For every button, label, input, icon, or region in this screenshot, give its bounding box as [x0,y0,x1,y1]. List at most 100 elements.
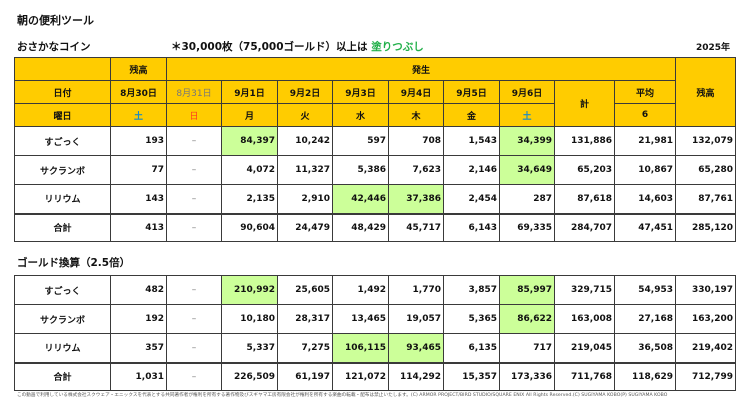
cell-balance: 219,402 [675,333,736,363]
cell-aug31: – [166,304,222,334]
cell-day: 69,335 [499,212,555,242]
header-date-label: 日付 [14,80,111,104]
table-row: リリウム 143 – 2,135 2,910 42,446 37,386 2,4… [14,184,736,214]
row-label: サクランボ [14,304,111,334]
header-row-weekdays: 曜日 土 日 月 火 水 木 金 土 6 [14,103,736,127]
header-total: 計 [554,80,615,127]
header-final-balance: 残高 [675,57,736,127]
cell-day: 45,717 [388,212,444,242]
weekday: 火 [277,103,333,127]
cell-day: 6,143 [443,212,500,242]
cell-day: 4,072 [221,155,278,185]
header-date: 8月30日 [110,80,167,104]
weekday-saturday: 土 [110,103,167,127]
cell-day: 24,479 [277,212,333,242]
weekday-sunday: 日 [166,103,222,127]
row-label: すごっく [14,126,111,156]
cell-day: 93,465 [388,333,444,363]
row-label: 合計 [14,361,111,391]
cell-day: 84,397 [221,126,278,156]
header-date: 9月5日 [443,80,500,104]
cell-day: 34,399 [499,126,555,156]
cell-day: 597 [332,126,389,156]
cell-total: 284,707 [554,212,615,242]
year-label: 2025年 [695,43,730,53]
cell-day: 13,465 [332,304,389,334]
cell-aug31: – [166,275,222,305]
header-date: 9月4日 [388,80,444,104]
start-balance: 1,031 [110,361,167,391]
row-label: 合計 [14,212,111,242]
cell-day: 48,429 [332,212,389,242]
cell-total: 711,768 [554,361,615,391]
cell-aug31: – [166,333,222,363]
average-days: 6 [614,103,676,127]
header-row-dates: 日付 8月30日 8月31日 9月1日 9月2日 9月3日 9月4日 9月5日 … [14,80,736,127]
header-date: 9月6日 [499,80,555,104]
cell-average: 21,981 [614,126,676,156]
header-date: 9月1日 [221,80,278,104]
cell-day: 10,242 [277,126,333,156]
header-date: 9月2日 [277,80,333,104]
header-row-1: 残高 発生 残高 [14,57,736,127]
cell-balance: 132,079 [675,126,736,156]
cell-day: 1,770 [388,275,444,305]
cell-day: 5,365 [443,304,500,334]
cell-day: 3,857 [443,275,500,305]
cell-total: 65,203 [554,155,615,185]
cell-average: 118,629 [614,361,676,391]
page-title: 朝の便利ツール [17,14,94,27]
start-balance: 143 [110,184,167,214]
cell-day: 121,072 [332,361,389,391]
cell-day: 34,649 [499,155,555,185]
table-row: サクランボ 192 – 10,180 28,317 13,465 19,057 … [14,304,736,334]
weekday: 水 [332,103,389,127]
cell-day: 7,623 [388,155,444,185]
cell-day: 19,057 [388,304,444,334]
cell-day: 90,604 [221,212,278,242]
cell-day: 2,910 [277,184,333,214]
cell-total: 219,045 [554,333,615,363]
cell-day: 2,454 [443,184,500,214]
header-start-balance: 残高 [110,57,167,81]
cell-total: 87,618 [554,184,615,214]
cell-average: 36,508 [614,333,676,363]
total-row: 合計 413 – 90,604 24,479 48,429 45,717 6,1… [14,212,736,242]
cell-day: 28,317 [277,304,333,334]
cell-balance: 163,200 [675,304,736,334]
row-label: サクランボ [14,155,111,185]
cell-day: 173,336 [499,361,555,391]
cell-day: 2,135 [221,184,278,214]
row-label: すごっく [14,275,111,305]
start-balance: 77 [110,155,167,185]
header-weekday-label: 曜日 [14,103,111,127]
table-row: サクランボ 77 – 4,072 11,327 5,386 7,623 2,14… [14,155,736,185]
cell-day: 1,543 [443,126,500,156]
cell-aug31: – [166,212,222,242]
cell-aug31: – [166,184,222,214]
cell-day: 15,357 [443,361,500,391]
coins-table: 残高 発生 残高 日付 8月30日 8月31日 9月1日 9月2日 9月3日 9… [14,57,736,242]
cell-day: 717 [499,333,555,363]
row-label: リリウム [14,184,111,214]
header-occurrence: 発生 [166,57,676,81]
header-date: 9月3日 [332,80,389,104]
header-date: 8月31日 [166,80,222,104]
weekday: 金 [443,103,500,127]
cell-day: 7,275 [277,333,333,363]
weekday: 月 [221,103,278,127]
weekday: 木 [388,103,444,127]
cell-day: 210,992 [221,275,278,305]
cell-day: 61,197 [277,361,333,391]
cell-average: 54,953 [614,275,676,305]
cell-average: 14,603 [614,184,676,214]
cell-balance: 285,120 [675,212,736,242]
table-row: すごっく 482 – 210,992 25,605 1,492 1,770 3,… [14,275,736,305]
total-row: 合計 1,031 – 226,509 61,197 121,072 114,29… [14,361,736,391]
cell-day: 6,135 [443,333,500,363]
start-balance: 192 [110,304,167,334]
table-row: すごっく 193 – 84,397 10,242 597 708 1,543 3… [14,126,736,156]
cell-day: 86,622 [499,304,555,334]
cell-total: 131,886 [554,126,615,156]
cell-day: 5,337 [221,333,278,363]
